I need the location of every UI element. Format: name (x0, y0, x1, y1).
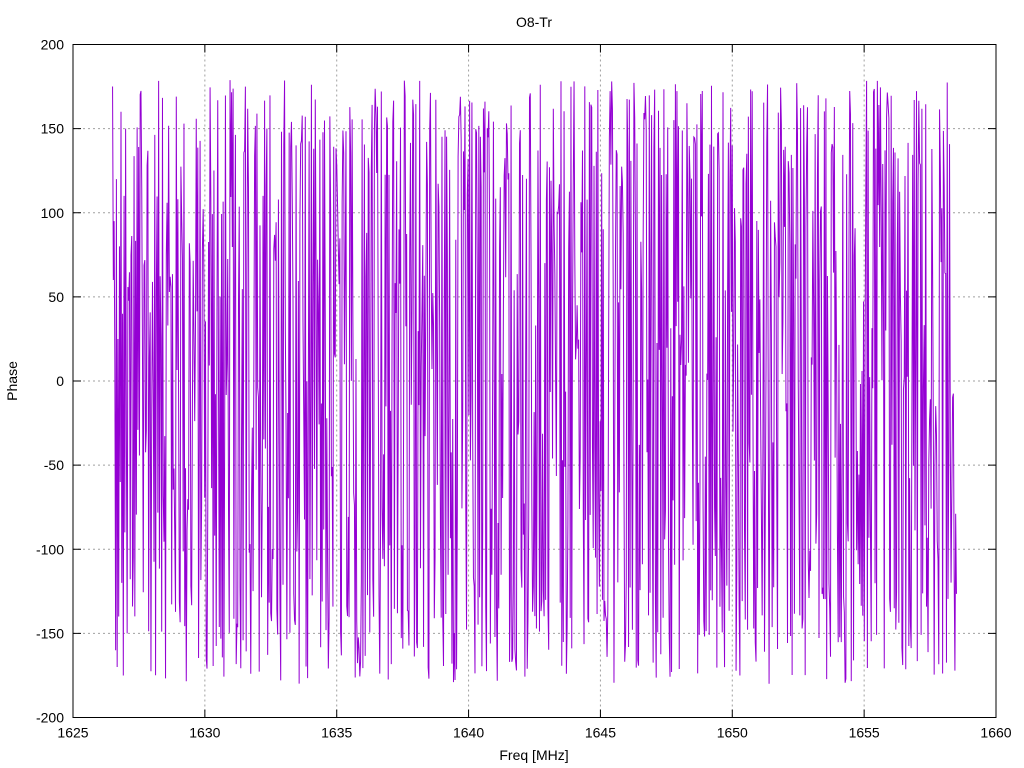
y-axis-label: Phase (4, 361, 20, 401)
y-tick-label: 0 (56, 373, 64, 389)
x-tick-label: 1640 (453, 725, 484, 741)
x-axis-label: Freq [MHz] (499, 747, 568, 763)
x-tick-label: 1645 (585, 725, 616, 741)
series-group (112, 80, 957, 684)
x-axis-ticks: 1625 1630 1635 1640 1645 1650 1655 1660 (57, 44, 1012, 741)
y-tick-label: 50 (48, 289, 64, 305)
x-tick-label: 1660 (980, 725, 1011, 741)
x-tick-label: 1635 (321, 725, 352, 741)
x-tick-label: 1650 (717, 725, 748, 741)
y-tick-label: -100 (36, 541, 64, 557)
y-tick-label: 150 (41, 121, 65, 137)
y-tick-label: -50 (44, 457, 64, 473)
x-tick-label: 1630 (189, 725, 220, 741)
y-tick-label: 200 (41, 37, 65, 53)
y-tick-label: 100 (41, 205, 65, 221)
y-tick-label: -150 (36, 625, 64, 641)
y-axis-ticks: -200 -150 -100 -50 0 50 100 150 200 (36, 37, 996, 726)
series-line-phase (112, 80, 957, 684)
chart-title: O8-Tr (516, 14, 552, 30)
x-tick-label: 1625 (57, 725, 88, 741)
y-tick-label: -200 (36, 710, 64, 726)
x-tick-label: 1655 (849, 725, 880, 741)
